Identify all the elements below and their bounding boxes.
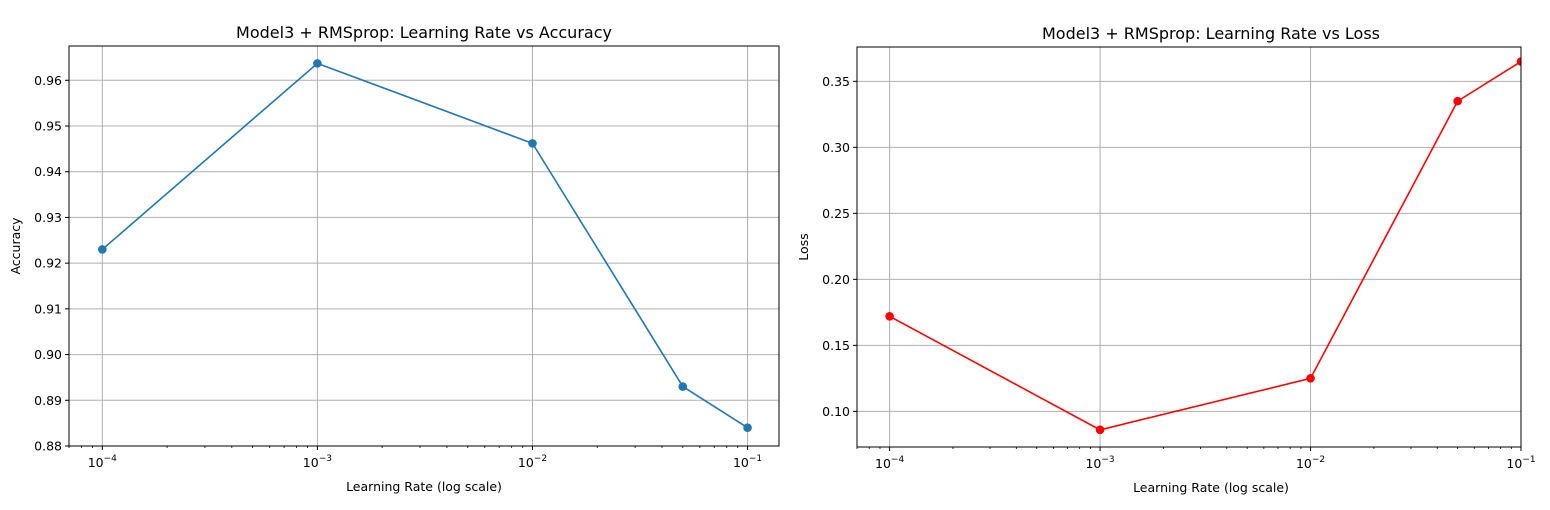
y-tick-label: 0.15 [822,338,850,353]
y-tick-label: 0.90 [34,347,62,362]
x-tick-label: 10−1 [1506,455,1535,471]
y-tick-label: 0.92 [34,256,62,271]
x-tick-label: 10−2 [518,454,547,470]
data-point [1516,57,1521,66]
y-tick-label: 0.88 [34,439,62,454]
loss-chart: Model3 + RMSprop: Learning Rate vs Loss … [796,24,1536,495]
series-line [889,60,1521,431]
series-line [101,62,748,429]
y-tick-label: 0.10 [822,404,850,419]
plot-frame [856,46,1522,448]
y-tick-label: 0.96 [34,73,62,88]
y-tick-label: 0.95 [34,119,62,134]
grid [857,47,1522,447]
y-tick-label: 0.93 [34,210,62,225]
y-tick-label: 0.25 [822,206,850,221]
y-axis-label: Accuracy [8,217,23,275]
x-axis-label: Learning Rate (log scale) [346,479,502,494]
y-tick-label: 0.94 [34,164,62,179]
chart-title: Model3 + RMSprop: Learning Rate vs Accur… [236,23,612,42]
data-point [528,139,537,148]
y-tick-label: 0.20 [822,272,850,287]
x-tick-label: 10−3 [303,454,332,470]
data-point [1095,425,1105,435]
series [885,57,1521,435]
y-tick-label: 0.35 [822,74,850,89]
plot-frame [68,45,780,447]
data-point [885,312,894,321]
data-point [1453,96,1462,106]
x-tick-label: 10−4 [875,455,904,471]
data-point [98,245,107,254]
data-point [313,59,322,68]
ticks: 0.10 0.15 0.20 0.25 0.30 0.35 10−4 10−3 10−2 10−1 [822,74,1535,471]
y-tick-label: 0.89 [34,393,62,408]
x-tick-label: 10−2 [1296,455,1325,471]
x-tick-label: 10−4 [88,454,117,470]
x-tick-label: 10−1 [733,454,762,470]
grid [69,46,779,447]
accuracy-chart: Model3 + RMSprop: Learning Rate vs Accur… [8,23,780,494]
y-axis-label: Loss [796,233,811,260]
ticks: 0.88 0.89 0.90 0.91 0.92 0.93 0.94 0.95 0.96 10−4… [34,73,762,470]
data-point [743,423,752,433]
x-tick-label: 10−3 [1085,455,1114,471]
x-axis-label: Learning Rate (log scale) [1133,480,1289,495]
y-tick-label: 0.30 [822,140,850,155]
y-tick-label: 0.91 [34,301,62,316]
data-point [678,382,688,391]
chart-title: Model3 + RMSprop: Learning Rate vs Loss [1042,24,1380,43]
series [98,59,752,433]
data-point [1306,374,1315,383]
